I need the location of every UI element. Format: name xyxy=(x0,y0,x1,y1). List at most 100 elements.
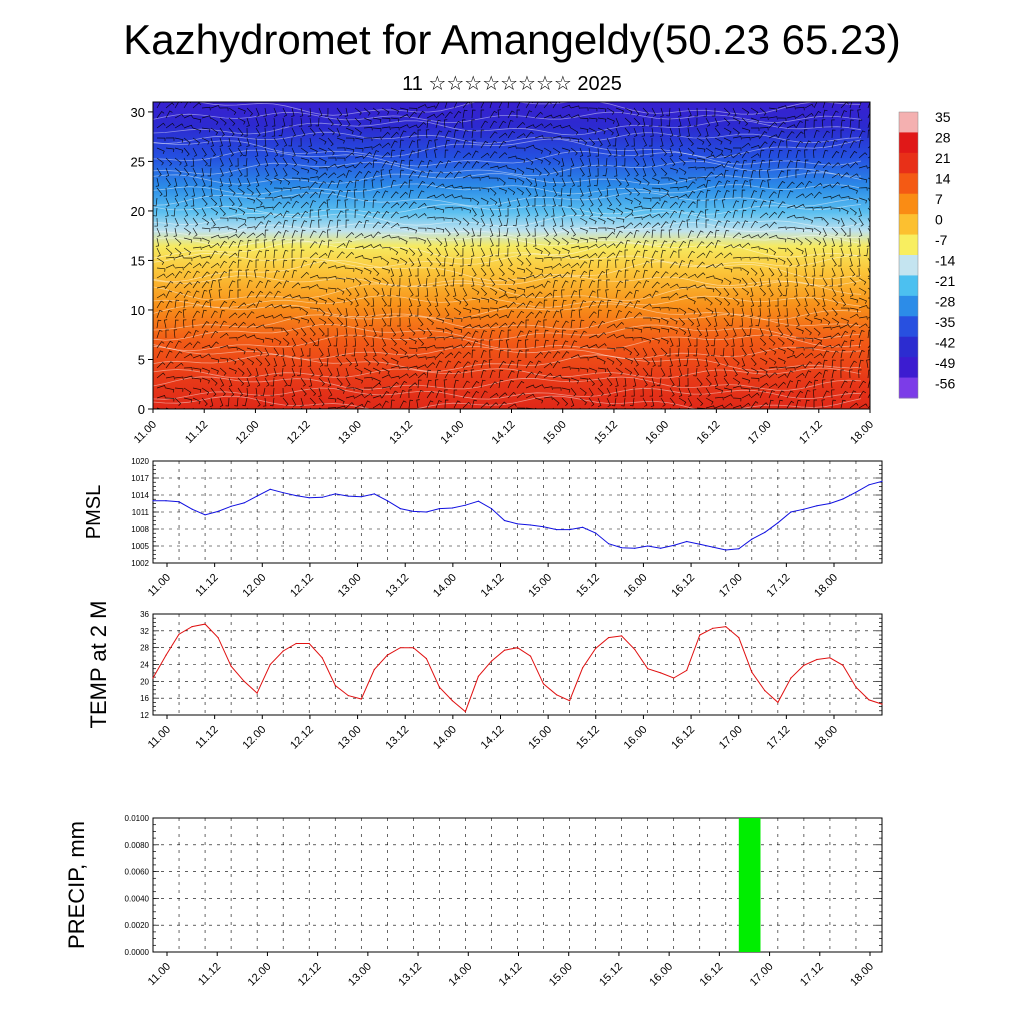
wind-barb xyxy=(273,231,282,239)
wind-barb xyxy=(344,307,348,317)
wind-barb xyxy=(498,140,507,149)
wind-barb xyxy=(597,251,606,259)
wind-barb xyxy=(669,261,678,269)
wind-barb xyxy=(822,344,832,349)
wind-barb xyxy=(363,146,373,150)
wind-barb xyxy=(354,147,364,152)
wind-barb xyxy=(291,347,296,357)
wind-barb xyxy=(705,397,714,405)
wind-barb xyxy=(686,127,690,137)
wind-barb xyxy=(525,131,534,139)
wind-barb xyxy=(856,257,861,267)
wind-barb xyxy=(363,367,372,375)
wind-barb xyxy=(237,357,245,366)
wind-barb xyxy=(678,117,682,127)
isotherm-line xyxy=(153,275,862,287)
wind-barb xyxy=(840,359,844,368)
wind-barb xyxy=(263,239,268,249)
wind-barb xyxy=(804,103,814,109)
wind-barb xyxy=(678,286,688,291)
wind-barb xyxy=(732,152,742,159)
wind-barb xyxy=(705,241,715,249)
wind-barb xyxy=(397,317,401,327)
wind-barb xyxy=(318,327,325,337)
wind-barb xyxy=(477,237,482,247)
wind-barb xyxy=(462,369,468,379)
wind-barb xyxy=(561,397,569,407)
wind-barb xyxy=(201,344,211,349)
wind-barb xyxy=(831,307,838,317)
wind-barb xyxy=(441,257,446,267)
wind-barb xyxy=(318,230,326,239)
wind-barb xyxy=(552,320,560,329)
wind-barb xyxy=(408,267,412,277)
wind-barb xyxy=(201,177,206,187)
wind-barb xyxy=(397,297,401,307)
wind-barb xyxy=(363,347,368,357)
wind-barb xyxy=(426,356,436,360)
wind-barb xyxy=(633,250,641,259)
wind-barb xyxy=(408,131,417,139)
wind-barb xyxy=(426,307,433,317)
wind-barb xyxy=(207,167,212,177)
wind-barb xyxy=(408,213,418,219)
wind-barb xyxy=(624,249,628,258)
wind-barb xyxy=(606,309,612,319)
wind-barb xyxy=(831,389,835,399)
wind-barb xyxy=(363,151,373,159)
wind-barb xyxy=(588,397,595,407)
data-point xyxy=(881,703,883,705)
wind-barb xyxy=(651,377,655,387)
wind-barb xyxy=(309,167,318,174)
wind-barb xyxy=(498,322,508,329)
wind-barb xyxy=(471,227,475,237)
wind-barb xyxy=(237,269,242,279)
wind-barb xyxy=(777,287,783,297)
wind-barb xyxy=(525,360,533,369)
wind-barb xyxy=(228,240,236,249)
wind-barb xyxy=(228,233,238,239)
wind-barb xyxy=(768,257,778,263)
wind-barb xyxy=(795,120,803,129)
wind-barb xyxy=(858,316,868,320)
wind-barb xyxy=(246,226,256,230)
wind-barb xyxy=(390,131,399,139)
wind-barb xyxy=(714,387,724,394)
wind-barb xyxy=(372,231,381,239)
wind-barb xyxy=(858,207,862,217)
wind-barb xyxy=(525,227,531,237)
wind-barb xyxy=(351,347,356,357)
wind-barb xyxy=(291,219,297,229)
wind-barb xyxy=(345,277,355,283)
wind-barb xyxy=(471,160,480,169)
wind-barb xyxy=(750,144,760,149)
wind-barb xyxy=(516,167,525,175)
wind-barb xyxy=(804,180,812,189)
wind-barb xyxy=(480,129,485,139)
wind-barb xyxy=(660,221,669,229)
wind-barb xyxy=(174,362,184,369)
wind-barb xyxy=(264,177,273,185)
wind-barb xyxy=(840,196,850,200)
wind-barb xyxy=(525,257,532,267)
wind-barb xyxy=(345,240,353,249)
wind-barb xyxy=(183,137,191,146)
wind-barb xyxy=(615,207,624,216)
wind-barb xyxy=(777,366,787,371)
wind-barb xyxy=(498,207,502,217)
wind-barb xyxy=(723,127,732,135)
wind-barb xyxy=(462,227,470,236)
wind-barb xyxy=(255,221,264,229)
wind-barb xyxy=(363,387,373,391)
wind-barb xyxy=(831,325,841,329)
wind-barb xyxy=(505,207,509,217)
wind-barb xyxy=(768,287,774,297)
x-tick-label: 17.12 xyxy=(765,572,793,600)
wind-barb xyxy=(255,157,261,167)
wind-barb xyxy=(704,357,709,367)
wind-barb xyxy=(746,327,752,337)
wind-barb xyxy=(687,107,692,117)
wind-barb xyxy=(336,137,345,144)
wind-barb xyxy=(732,136,742,140)
wind-barb xyxy=(264,249,270,259)
